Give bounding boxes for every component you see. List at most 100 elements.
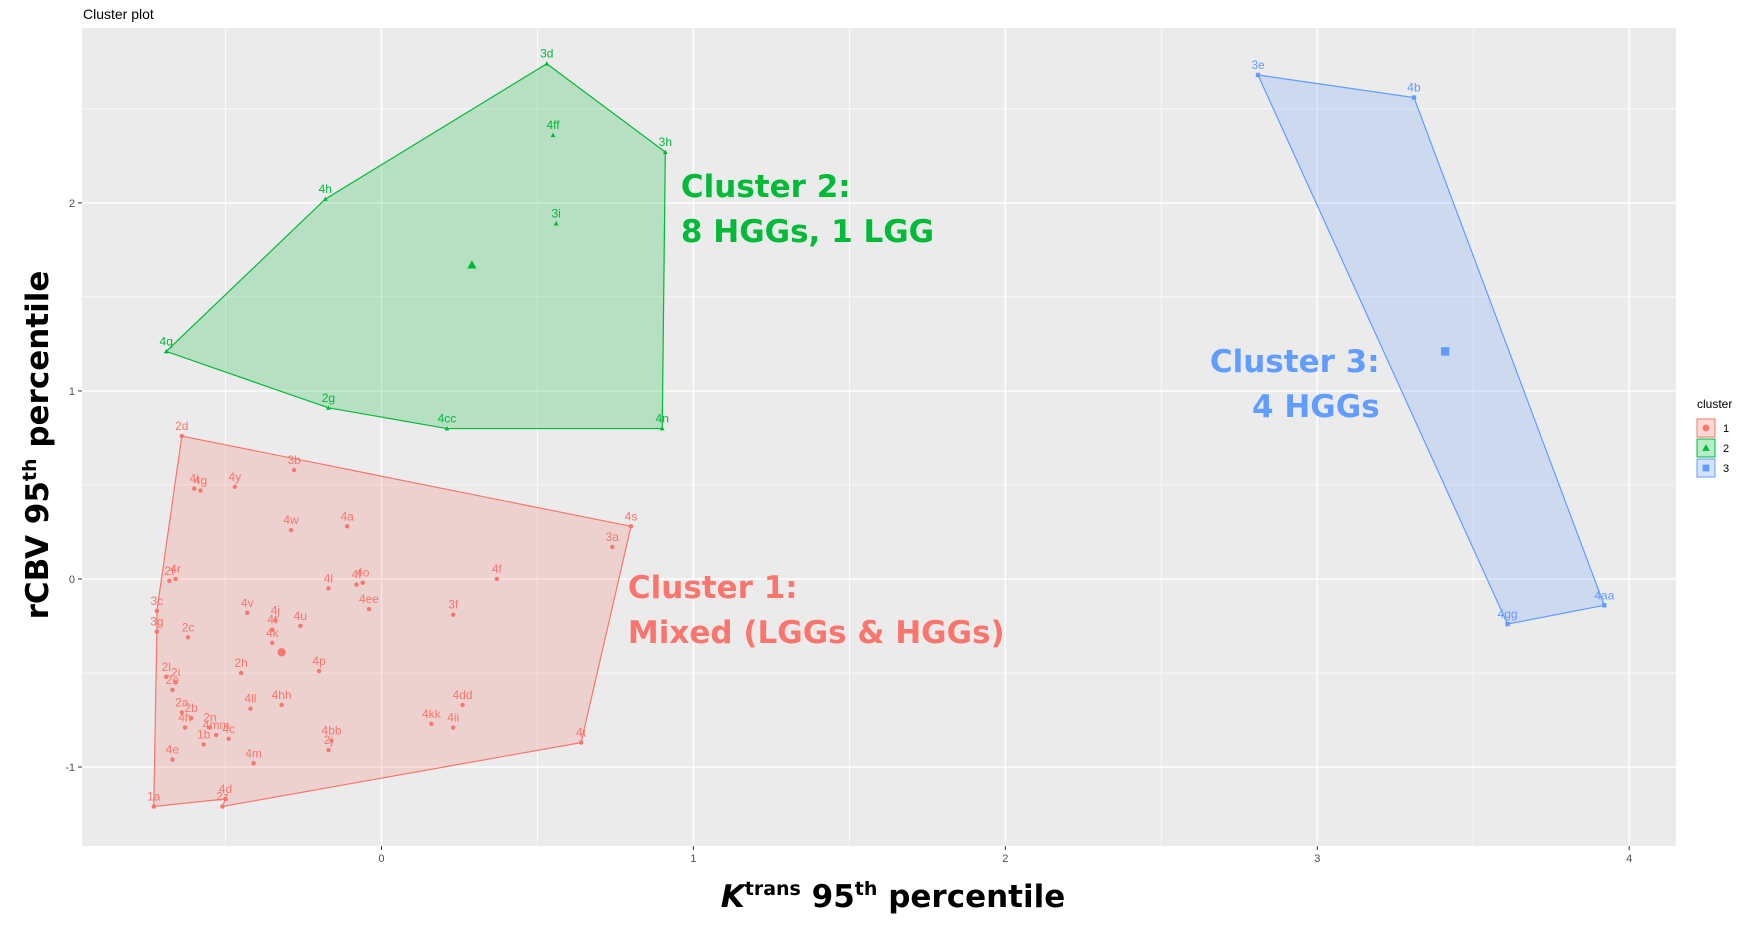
cluster-1-point — [245, 610, 250, 616]
cluster-1-point-label: 2e — [166, 673, 180, 687]
cluster-1-point — [494, 576, 500, 582]
cluster-hulls — [153, 63, 1606, 808]
cluster-1-point-label: 2h — [234, 656, 247, 670]
cluster-1-point — [251, 761, 256, 766]
cluster-3-annotation-line: 4 HGGs — [1252, 389, 1380, 425]
cluster-1-point-label: 4g — [194, 474, 207, 488]
cluster-1-point — [279, 702, 284, 708]
x-tick-label: 0 — [378, 853, 384, 865]
cluster-1-annotation-line: Mixed (LGGs & HGGs) — [628, 615, 1005, 651]
legend: cluster 1 2 3 — [1696, 397, 1732, 478]
cluster-1-point-label: 2n — [203, 711, 216, 725]
cluster-2-point-label: 3h — [659, 135, 672, 149]
cluster-1-point-label: 4ll — [244, 692, 256, 706]
cluster-1-point-label: 3f — [448, 598, 459, 612]
cluster-1-point — [366, 606, 372, 612]
cluster-1-point — [164, 674, 169, 679]
cluster-1-point — [344, 524, 350, 529]
cluster-1-point-label: 4m — [245, 746, 262, 760]
cluster-1-point-label: 4ee — [359, 592, 379, 606]
cluster-1-point — [173, 576, 178, 582]
cluster-2-point-label: 4ff — [546, 118, 560, 132]
cluster-1-point-label: 4i — [190, 472, 199, 486]
cluster-1-point — [170, 687, 175, 693]
cluster-1-point-label: 2b — [184, 701, 198, 715]
y-tick-label: -1 — [65, 762, 75, 774]
cluster-1-point — [192, 486, 197, 491]
x-tick-label: 3 — [1314, 853, 1320, 865]
x-axis-title-rest: 95 — [801, 879, 855, 915]
cluster-1-point-label: 4t — [267, 613, 278, 627]
cluster-1-point — [238, 670, 244, 676]
y-axis-title-end: percentile — [20, 271, 56, 459]
data-points — [151, 61, 1607, 809]
cluster-3-point-label: 4gg — [1498, 607, 1518, 621]
cluster-1-point-label: 4h — [178, 711, 191, 725]
cluster-1-point — [226, 736, 231, 742]
cluster-1-point-label: 4l — [324, 571, 333, 585]
cluster-1-point — [154, 608, 160, 614]
axis-ticks: 0 1 2 3 4 -1 0 1 2 — [65, 198, 1632, 865]
cluster-1-point-label: 3g — [150, 615, 163, 629]
cluster-1-point-label: 4d — [219, 782, 232, 796]
cluster-3-point — [1255, 72, 1261, 78]
cluster-2-annotation-line: 8 HGGs, 1 LGG — [681, 214, 934, 250]
cluster-1-point-label: 3c — [151, 594, 164, 608]
cluster-1-point — [173, 680, 178, 685]
cluster-1-annotation: Cluster 1: Mixed (LGGs & HGGs) — [628, 570, 1005, 651]
cluster-3-point-label: 4b — [1407, 81, 1421, 95]
cluster-1-point — [360, 580, 365, 585]
cluster-1-point — [329, 738, 334, 743]
cluster-1-point — [248, 706, 253, 711]
cluster-1-point — [460, 702, 465, 708]
cluster-1-point — [291, 467, 297, 473]
cluster-2-point — [326, 405, 331, 410]
cluster-1-point-label: 4o — [356, 566, 370, 580]
cluster-1-point-label: 2z — [216, 790, 229, 804]
cluster-1-point — [451, 725, 456, 730]
cluster-1-point-label: 4j — [271, 603, 280, 617]
legend-label-2: 2 — [1723, 443, 1729, 455]
cluster-1-point-label: 2i — [171, 665, 180, 679]
legend-entries: 1 2 3 — [1696, 418, 1729, 478]
cluster-1-point — [207, 725, 213, 730]
cluster-1-point-label: 4a — [340, 509, 354, 523]
cluster-1-point-label: 4f — [492, 562, 503, 576]
cluster-1-point — [179, 433, 185, 439]
cluster-3-annotation: Cluster 3: 4 HGGs — [1210, 344, 1380, 425]
cluster-1-point-label: 1b — [197, 727, 211, 741]
cluster-1-point-label: 2c — [182, 620, 195, 634]
y-tick-label: 1 — [69, 386, 75, 398]
grid-lines — [82, 28, 1676, 846]
legend-marker-2 — [1702, 444, 1710, 451]
cluster-2-point-label: 4n — [656, 412, 669, 426]
cluster-1-point-label: 4s — [625, 509, 638, 523]
cluster-1-point — [610, 544, 615, 550]
y-tick-label: 2 — [69, 198, 75, 210]
x-axis-title-sup2: th — [855, 878, 878, 900]
cluster-1-point-label: 4f — [351, 568, 362, 582]
cluster-2-point-label: 4h — [319, 182, 332, 196]
cluster-1-point-label: 4kk — [422, 707, 442, 721]
cluster-3-annotation-line: Cluster 3: — [1210, 344, 1380, 380]
cluster-2-point-label: 4cc — [438, 412, 457, 426]
cluster-1-centroid — [277, 648, 286, 657]
cluster-1-point — [170, 757, 175, 762]
y-axis-title-sup: th — [19, 458, 41, 481]
cluster-3-point — [1602, 603, 1607, 608]
cluster-1-point-label: 4u — [294, 609, 307, 623]
cluster-1-point — [316, 668, 322, 674]
cluster-2-point — [444, 426, 450, 431]
legend-marker-3 — [1702, 464, 1710, 472]
x-tick-label: 2 — [1002, 853, 1008, 865]
cluster-1-point — [326, 586, 331, 591]
cluster-1-point — [151, 804, 156, 809]
cluster-1-point-label: 3a — [606, 530, 620, 544]
cluster-1-point-label: 4k — [266, 626, 280, 640]
cluster-1-point-label: 4hh — [272, 688, 292, 702]
cluster-1-point — [220, 804, 225, 809]
x-axis-title: Ktrans 95th percentile — [721, 878, 1066, 915]
cluster-1-point — [288, 527, 294, 533]
